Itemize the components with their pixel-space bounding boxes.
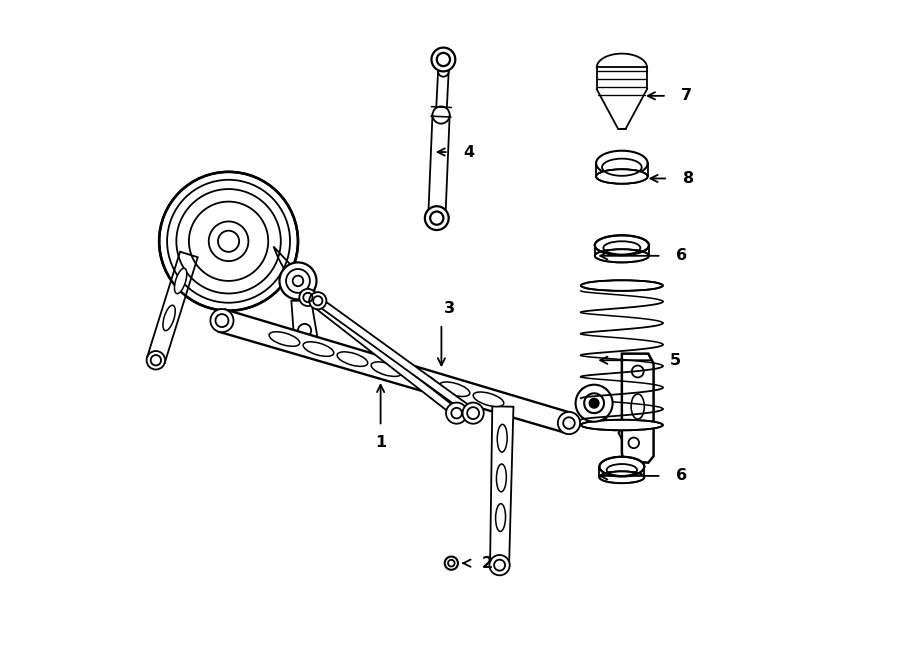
Ellipse shape — [175, 268, 187, 293]
Polygon shape — [428, 114, 450, 219]
Polygon shape — [436, 71, 449, 123]
Ellipse shape — [439, 382, 470, 397]
Circle shape — [445, 557, 458, 570]
Text: 3: 3 — [444, 301, 454, 316]
Ellipse shape — [496, 504, 506, 531]
Circle shape — [490, 555, 509, 575]
Polygon shape — [274, 247, 314, 307]
Circle shape — [436, 118, 446, 128]
Circle shape — [438, 66, 449, 77]
Polygon shape — [491, 407, 514, 565]
Circle shape — [211, 309, 233, 332]
Circle shape — [576, 385, 613, 422]
Text: 4: 4 — [464, 145, 474, 159]
Ellipse shape — [269, 332, 300, 346]
Ellipse shape — [599, 457, 644, 477]
Polygon shape — [316, 297, 475, 416]
Circle shape — [159, 172, 298, 311]
Polygon shape — [219, 309, 572, 433]
Ellipse shape — [163, 305, 176, 330]
Text: 6: 6 — [676, 249, 688, 263]
Text: 7: 7 — [681, 89, 692, 103]
Ellipse shape — [338, 352, 368, 366]
Circle shape — [280, 262, 317, 299]
Circle shape — [304, 293, 312, 301]
Polygon shape — [305, 294, 459, 416]
Circle shape — [425, 206, 449, 230]
Circle shape — [433, 106, 450, 124]
Text: 8: 8 — [683, 171, 694, 186]
Circle shape — [558, 412, 580, 434]
Circle shape — [310, 292, 327, 309]
Circle shape — [463, 403, 483, 424]
Ellipse shape — [580, 420, 662, 430]
Polygon shape — [622, 354, 653, 463]
Ellipse shape — [595, 249, 649, 262]
Ellipse shape — [371, 362, 401, 376]
Ellipse shape — [405, 372, 436, 387]
Circle shape — [300, 289, 317, 306]
Polygon shape — [147, 252, 198, 363]
Circle shape — [314, 297, 322, 305]
Ellipse shape — [498, 424, 508, 452]
Circle shape — [428, 210, 446, 227]
Ellipse shape — [596, 169, 648, 184]
Ellipse shape — [599, 471, 644, 483]
Ellipse shape — [595, 235, 649, 255]
Text: 5: 5 — [670, 353, 680, 368]
Circle shape — [431, 48, 455, 71]
Text: 6: 6 — [676, 469, 688, 483]
Ellipse shape — [473, 392, 504, 407]
Circle shape — [446, 403, 467, 424]
Ellipse shape — [580, 280, 662, 291]
Ellipse shape — [303, 342, 334, 356]
Circle shape — [469, 409, 477, 417]
Polygon shape — [292, 301, 320, 354]
Circle shape — [590, 399, 598, 408]
Circle shape — [147, 351, 165, 369]
Text: 2: 2 — [482, 556, 493, 570]
Text: 1: 1 — [375, 435, 386, 450]
Circle shape — [209, 221, 248, 261]
Ellipse shape — [596, 151, 648, 176]
Polygon shape — [580, 389, 608, 423]
Circle shape — [453, 409, 461, 417]
Ellipse shape — [497, 464, 507, 492]
